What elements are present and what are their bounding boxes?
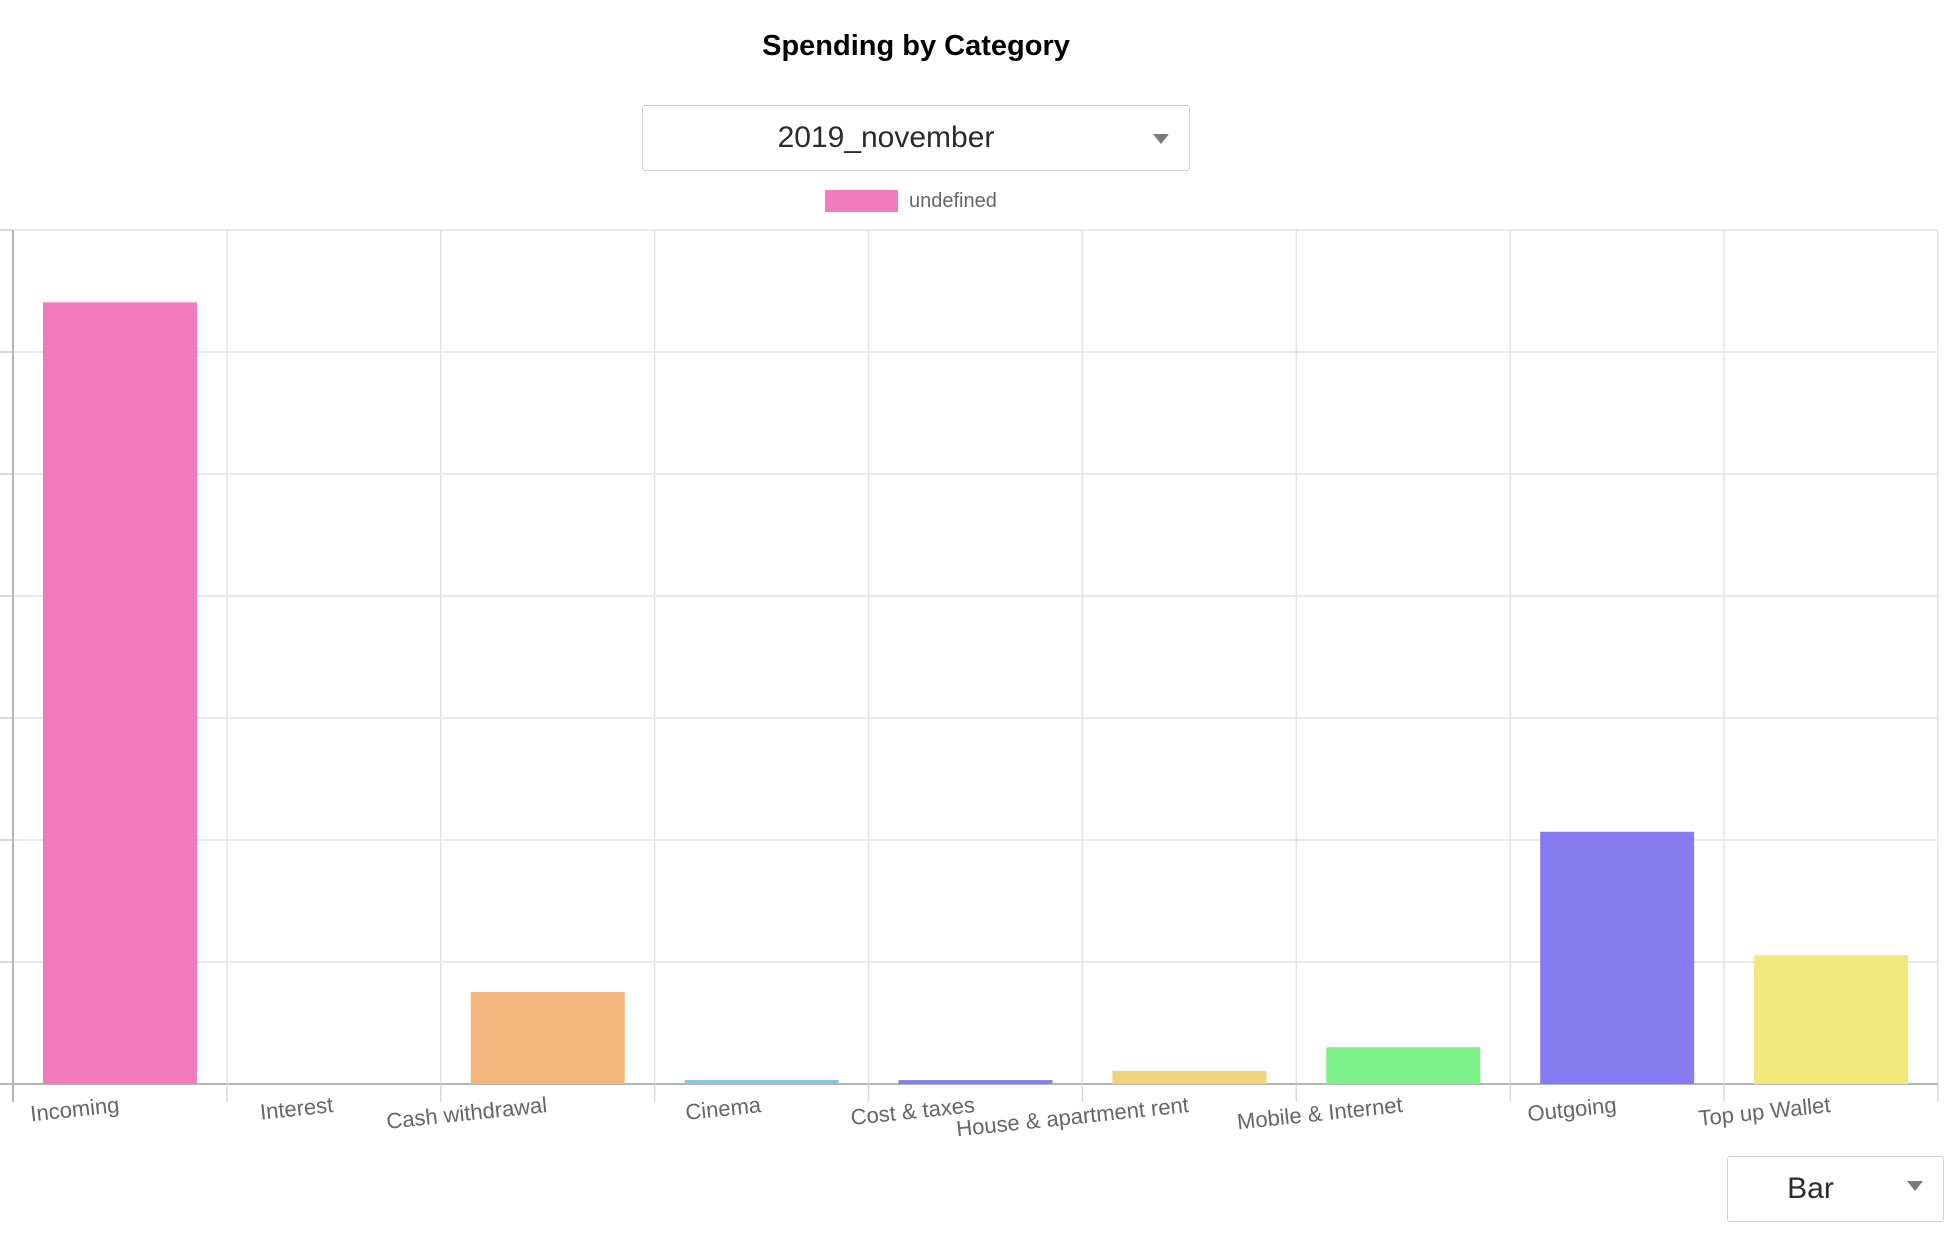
- x-tick-label: Outgoing: [1526, 1092, 1617, 1126]
- chart-type-select-value: Bar: [1787, 1172, 1834, 1205]
- bar-cost-taxes: [898, 1080, 1053, 1084]
- x-tick-label: Cash withdrawal: [385, 1092, 548, 1134]
- bar-top-up-wallet: [1754, 955, 1909, 1084]
- bar-incoming: [42, 302, 197, 1084]
- period-select-value: 2019_november: [777, 121, 995, 154]
- x-tick-label: Top up Wallet: [1697, 1092, 1831, 1131]
- x-tick-label: Incoming: [29, 1092, 120, 1126]
- bar-outgoing: [1540, 831, 1695, 1084]
- period-select[interactable]: 2019_november: [642, 105, 1190, 171]
- x-tick-label: House & apartment rent: [955, 1092, 1190, 1141]
- bar-cash-withdrawal: [470, 992, 625, 1084]
- chevron-down-icon[interactable]: [1907, 1181, 1923, 1191]
- x-tick-label: Mobile & Internet: [1236, 1092, 1404, 1134]
- chart-legend[interactable]: undefined: [825, 189, 997, 213]
- chevron-down-icon[interactable]: [1153, 134, 1169, 144]
- bar-cinema: [684, 1080, 839, 1084]
- chart-title: Spending by Category: [762, 30, 1070, 62]
- x-tick-label: Cinema: [684, 1092, 763, 1125]
- legend-label: undefined: [909, 189, 997, 212]
- bar-house-apartment-rent: [1112, 1070, 1267, 1084]
- legend-swatch: [825, 190, 898, 212]
- bar-mobile-internet: [1326, 1047, 1481, 1084]
- chart-type-select[interactable]: Bar: [1727, 1156, 1944, 1222]
- x-tick-label: Interest: [259, 1092, 335, 1125]
